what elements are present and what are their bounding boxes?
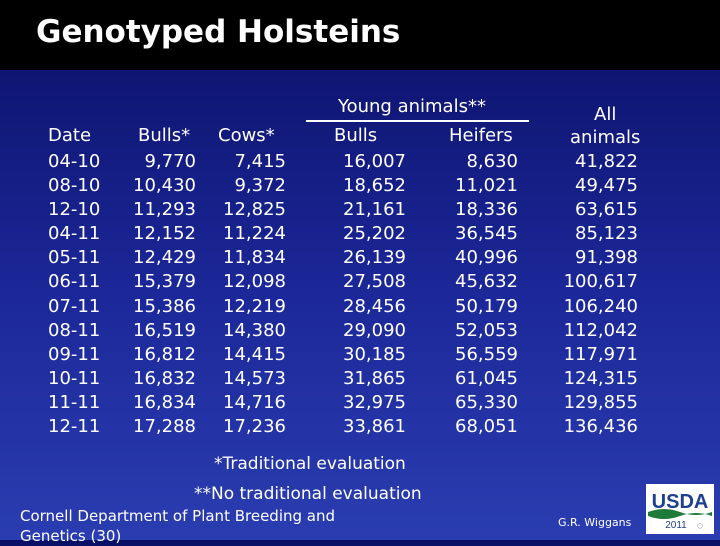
date-column: 04-10 08-10 12-10 04-11 05-11 06-11 07-1… [48,150,100,439]
cows-cell: 11,834 [223,247,286,269]
logo-background [646,484,714,534]
young-animals-underline [306,120,529,122]
logo-mark: ◌ [697,520,704,532]
date-cell: 06-11 [48,271,101,293]
bulls-cell: 16,834 [133,391,196,413]
heifers-cell: 8,630 [466,151,518,172]
young-bulls-cell: 18,652 [343,175,406,197]
date-cell: 07-11 [48,295,101,317]
heifers-cell: 50,179 [455,295,518,317]
young-bulls-cell: 31,865 [343,367,406,389]
all-animals-column: 41,822 49,475 63,615 85,123 91,398 100,6… [550,150,638,439]
young-bulls-cell: 28,456 [343,295,406,317]
young-bulls-cell: 27,508 [343,271,406,293]
date-cell: 09-11 [48,343,101,365]
cows-cell: 14,573 [223,367,286,389]
heifers-cell: 40,996 [455,247,518,269]
logo-year: 2011 [665,520,687,531]
heifers-cell: 52,053 [455,319,518,341]
all-animals-cell: 41,822 [575,151,638,172]
all-animals-cell: 112,042 [563,319,638,341]
all-animals-cell: 136,436 [563,416,638,438]
bulls-cell: 16,812 [133,343,196,365]
bulls-cell: 15,386 [133,295,196,317]
bulls-cell: 9,770 [144,151,196,172]
all-animals-cell: 124,315 [563,367,638,389]
date-cell: 12-10 [48,199,101,221]
young-bulls-cell: 29,090 [343,319,406,341]
date-cell: 04-10 [48,151,101,172]
cows-cell: 12,098 [223,271,286,293]
heifers-cell: 65,330 [455,391,518,413]
all-animals-cell: 49,475 [575,175,638,197]
date-header: Date [48,125,92,146]
all-animals-cell: 63,615 [575,199,638,221]
cows-cell: 12,219 [223,295,286,317]
all-animals-cell: 117,971 [563,343,638,365]
date-cell: 05-11 [48,247,101,269]
young-bulls-column: 16,007 18,652 21,161 25,202 26,139 27,50… [318,150,406,439]
all-animals-header-line1: All [594,104,617,125]
cows-header: Cows* [218,125,275,146]
date-cell: 10-11 [48,367,101,389]
slide-title: Genotyped Holsteins [36,14,401,50]
bulls-cell: 11,293 [133,199,196,221]
heifers-cell: 68,051 [455,416,518,438]
all-animals-header-line2: animals [570,127,641,148]
date-cell: 11-11 [48,391,101,413]
heifers-cell: 36,545 [455,223,518,245]
heifers-cell: 18,336 [455,199,518,221]
cows-cell: 7,415 [234,151,286,172]
bulls-cell: 10,430 [133,175,196,197]
date-cell: 08-11 [48,319,101,341]
cows-cell: 12,825 [223,199,286,221]
cows-cell: 14,415 [223,343,286,365]
heifers-column: 8,630 11,021 18,336 36,545 40,996 45,632… [430,150,518,439]
bulls-cell: 17,288 [133,416,196,438]
heifers-cell: 45,632 [455,271,518,293]
cows-cell: 9,372 [234,175,286,197]
young-bulls-cell: 26,139 [343,247,406,269]
bulls-cell: 16,832 [133,367,196,389]
bulls-cell: 12,152 [133,223,196,245]
no-traditional-footnote: **No traditional evaluation [194,484,422,504]
bulls-column: 9,770 10,430 11,293 12,152 12,429 15,379… [118,150,196,439]
date-cell: 04-11 [48,223,101,245]
author-credit: G.R. Wiggans [558,516,632,529]
source-credit: Cornell Department of Plant Breeding and… [20,507,336,545]
young-animals-header: Young animals** [338,96,486,117]
young-bulls-cell: 21,161 [343,199,406,221]
heifers-cell: 61,045 [455,367,518,389]
young-bulls-cell: 16,007 [343,151,406,172]
all-animals-cell: 106,240 [563,295,638,317]
young-bulls-cell: 30,185 [343,343,406,365]
bulls-cell: 16,519 [133,319,196,341]
cows-cell: 11,224 [223,223,286,245]
cows-cell: 17,236 [223,416,286,438]
cows-cell: 14,716 [223,391,286,413]
young-bulls-cell: 32,975 [343,391,406,413]
usda-logo: USDA 2011 ◌ [646,484,714,534]
cows-cell: 14,380 [223,319,286,341]
all-animals-cell: 85,123 [575,223,638,245]
young-bulls-cell: 33,861 [343,416,406,438]
logo-text: USDA [652,491,709,513]
young-bulls-header: Bulls [334,125,378,146]
all-animals-cell: 91,398 [575,247,638,269]
young-bulls-cell: 25,202 [343,223,406,245]
title-bar [0,0,720,70]
heifers-cell: 11,021 [455,175,518,197]
all-animals-cell: 129,855 [563,391,638,413]
heifers-header: Heifers [449,125,513,146]
traditional-footnote: *Traditional evaluation [214,454,406,474]
cows-column: 7,415 9,372 12,825 11,224 11,834 12,098 … [208,150,286,439]
logo-swoosh [648,509,712,519]
all-animals-cell: 100,617 [563,271,638,293]
bulls-cell: 15,379 [133,271,196,293]
bulls-cell: 12,429 [133,247,196,269]
bulls-header: Bulls* [138,125,191,146]
heifers-cell: 56,559 [455,343,518,365]
date-cell: 12-11 [48,416,101,438]
date-cell: 08-10 [48,175,101,197]
